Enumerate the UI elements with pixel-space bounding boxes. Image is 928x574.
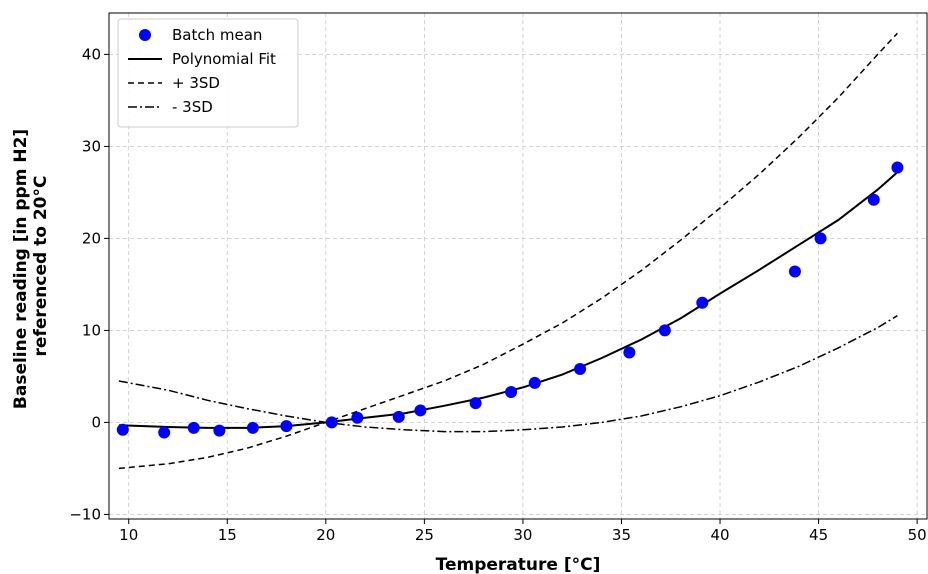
plot-series [116, 32, 904, 470]
y-tick-label: 10 [82, 321, 101, 339]
y-tick-label: 30 [82, 137, 101, 155]
data-point [623, 346, 636, 359]
data-point [213, 424, 226, 437]
x-tick-label: 15 [218, 526, 237, 544]
data-point [187, 421, 200, 434]
data-point [658, 324, 671, 337]
x-tick-label: 30 [513, 526, 532, 544]
x-tick-label: 35 [612, 526, 631, 544]
legend-label: - 3SD [172, 98, 213, 116]
series-line-4 [118, 315, 898, 433]
legend-label: + 3SD [172, 74, 220, 92]
data-point [788, 265, 801, 278]
legend-box [117, 18, 299, 128]
plot-frame [108, 12, 928, 520]
y-axis-label: Baseline reading [in ppm H2] referenced … [11, 123, 51, 409]
data-point [469, 397, 482, 410]
data-point [414, 404, 427, 417]
y-tick-label: 40 [82, 45, 101, 63]
data-point [814, 232, 827, 245]
x-tick-label: 10 [119, 526, 138, 544]
x-axis-label: Temperature [°C] [436, 555, 601, 574]
data-point [116, 423, 129, 436]
data-point [351, 411, 364, 424]
y-axis-label-line-1: Baseline reading [in ppm H2] [11, 129, 31, 409]
y-axis-ticks: −10 0 10 20 30 40 [69, 45, 109, 523]
data-point [392, 410, 405, 423]
data-point [325, 416, 338, 429]
x-tick-label: 20 [316, 526, 335, 544]
series-line-2 [118, 171, 899, 429]
x-tick-label: 45 [809, 526, 828, 544]
data-point [867, 193, 880, 206]
legend-items: Batch mean Polynomial Fit + 3SD - 3SD [128, 26, 276, 116]
series-line-3 [118, 32, 898, 470]
data-point [696, 296, 709, 309]
data-point [528, 376, 541, 389]
y-tick-label: 20 [82, 229, 101, 247]
data-point [574, 363, 587, 376]
data-point [246, 421, 259, 434]
legend-label: Batch mean [172, 26, 262, 44]
data-point [158, 426, 171, 439]
x-axis-ticks: 10 15 20 25 30 35 40 45 50 [119, 519, 927, 544]
x-tick-label: 25 [415, 526, 434, 544]
data-point [280, 420, 293, 433]
legend-label: Polynomial Fit [172, 50, 276, 68]
data-point [891, 161, 904, 174]
x-tick-label: 50 [908, 526, 927, 544]
y-tick-label: 0 [91, 413, 101, 431]
legend-marker [139, 29, 151, 41]
y-tick-label: −10 [69, 505, 101, 523]
x-tick-label: 40 [710, 526, 729, 544]
legend: Batch mean Polynomial Fit + 3SD - 3SD [117, 18, 299, 128]
data-point [505, 386, 518, 399]
y-axis-label-line-2: referenced to 20°C [31, 176, 51, 357]
grid [109, 13, 927, 519]
